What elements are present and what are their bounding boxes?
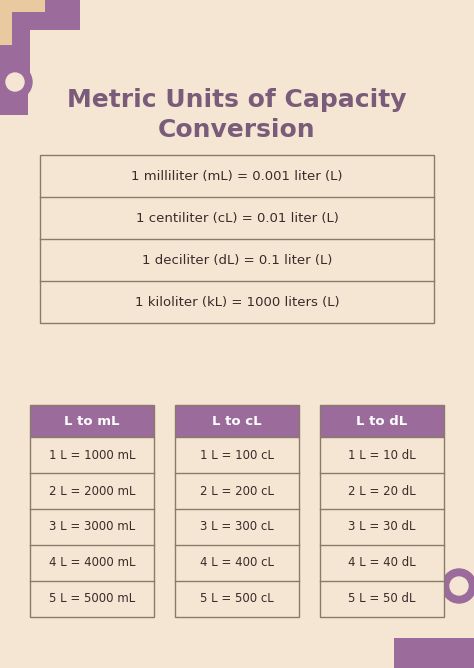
Circle shape [442,569,474,603]
Text: 3 L = 3000 mL: 3 L = 3000 mL [49,520,135,534]
Text: Metric Units of Capacity
Conversion: Metric Units of Capacity Conversion [67,88,407,142]
FancyBboxPatch shape [40,155,434,323]
Text: L to mL: L to mL [64,415,120,428]
Text: 4 L = 400 cL: 4 L = 400 cL [200,556,274,570]
Circle shape [450,577,468,595]
Text: 3 L = 300 cL: 3 L = 300 cL [200,520,274,534]
FancyBboxPatch shape [175,437,299,617]
Text: 2 L = 2000 mL: 2 L = 2000 mL [49,484,135,498]
Text: 1 L = 1000 mL: 1 L = 1000 mL [49,448,135,462]
FancyBboxPatch shape [30,405,154,437]
FancyBboxPatch shape [320,405,444,437]
Polygon shape [0,0,45,45]
FancyBboxPatch shape [0,0,90,115]
FancyBboxPatch shape [28,0,474,668]
Text: 1 deciliter (dL) = 0.1 liter (L): 1 deciliter (dL) = 0.1 liter (L) [142,253,332,267]
Text: 1 kiloliter (kL) = 1000 liters (L): 1 kiloliter (kL) = 1000 liters (L) [135,295,339,309]
FancyBboxPatch shape [175,405,299,437]
Polygon shape [0,0,75,75]
Text: 4 L = 4000 mL: 4 L = 4000 mL [49,556,135,570]
Text: 1 centiliter (cL) = 0.01 liter (L): 1 centiliter (cL) = 0.01 liter (L) [136,212,338,224]
FancyBboxPatch shape [320,437,444,617]
Text: L to dL: L to dL [356,415,408,428]
Circle shape [0,65,32,99]
Text: 1 L = 10 dL: 1 L = 10 dL [348,448,416,462]
Text: 5 L = 5000 mL: 5 L = 5000 mL [49,593,135,605]
Text: 4 L = 40 dL: 4 L = 40 dL [348,556,416,570]
Text: L to cL: L to cL [212,415,262,428]
Text: 1 milliliter (mL) = 0.001 liter (L): 1 milliliter (mL) = 0.001 liter (L) [131,170,343,182]
Text: 5 L = 50 dL: 5 L = 50 dL [348,593,416,605]
PathPatch shape [394,638,474,668]
PathPatch shape [0,0,80,80]
Text: 5 L = 500 cL: 5 L = 500 cL [200,593,274,605]
Text: 1 L = 100 cL: 1 L = 100 cL [200,448,274,462]
Text: 3 L = 30 dL: 3 L = 30 dL [348,520,416,534]
Text: 2 L = 20 dL: 2 L = 20 dL [348,484,416,498]
Circle shape [6,73,24,91]
Text: 2 L = 200 cL: 2 L = 200 cL [200,484,274,498]
FancyBboxPatch shape [30,437,154,617]
